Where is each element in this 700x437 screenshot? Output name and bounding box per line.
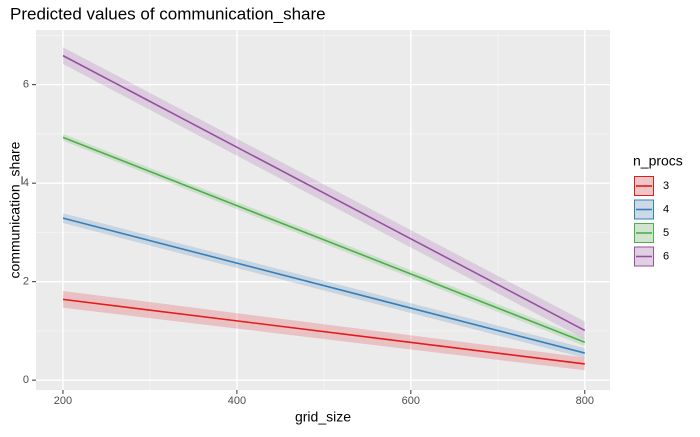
y-axis-label: communication_share [7, 141, 23, 278]
y-tick-label: 6 [23, 79, 29, 91]
confidence-band [62, 291, 585, 371]
legend-label: 6 [663, 250, 669, 262]
legend-label: 5 [663, 227, 669, 239]
plot-panel [36, 30, 610, 390]
chart-title: Predicted values of communication_share [10, 4, 326, 23]
series-line [62, 217, 585, 354]
y-tick-label: 4 [23, 177, 29, 189]
x-tick-label: 400 [228, 395, 246, 407]
legend-label: 4 [663, 203, 669, 215]
x-tick-label: 800 [576, 395, 594, 407]
y-tick-label: 0 [23, 374, 29, 386]
x-axis-label: grid_size [295, 409, 351, 425]
legend-label: 3 [663, 180, 669, 192]
series-line [62, 54, 586, 332]
x-tick-label: 600 [402, 395, 420, 407]
series-line [62, 136, 586, 343]
legend-title: n_procs [633, 153, 683, 169]
y-tick-label: 2 [23, 276, 29, 288]
series-line [62, 298, 585, 365]
x-tick-label: 200 [54, 395, 72, 407]
